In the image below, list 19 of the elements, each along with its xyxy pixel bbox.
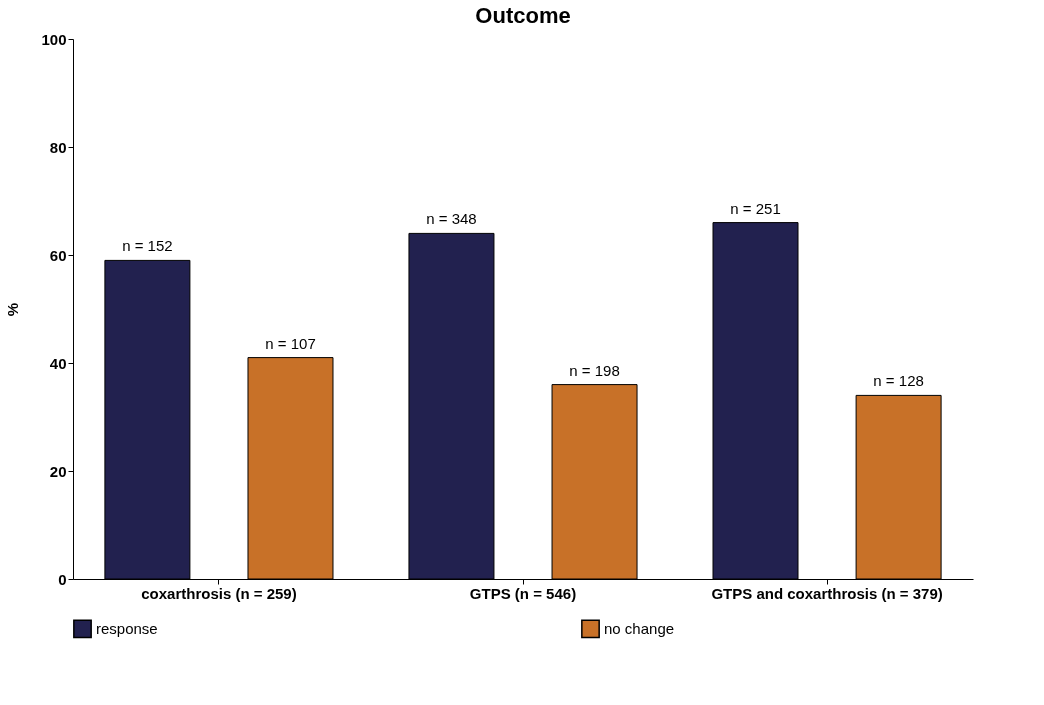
x-tick-label: coxarthrosis (n = 259) (141, 584, 297, 602)
annotation: n = 107 (265, 334, 316, 352)
annotation: n = 152 (122, 237, 173, 255)
legend-label: response (96, 619, 158, 637)
y-tick-label: 80 (49, 138, 67, 156)
chart-title: Outcome (475, 3, 571, 28)
x-tick-label: GTPS (n = 546) (469, 584, 577, 602)
annotation: n = 198 (569, 361, 620, 379)
y-tick-label: 100 (41, 30, 67, 48)
annotation: n = 348 (426, 210, 477, 228)
y-tick-label: 60 (49, 246, 67, 264)
y-axis-title: % (4, 302, 22, 317)
y-tick-label: 0 (58, 570, 67, 588)
legend-label: no change (604, 619, 675, 637)
y-tick-label: 20 (49, 462, 67, 480)
annotation: n = 251 (730, 199, 781, 217)
y-tick-label: 40 (49, 354, 67, 372)
x-tick-label: GTPS and coxarthrosis (n = 379) (711, 584, 943, 602)
annotation: n = 128 (873, 372, 924, 390)
